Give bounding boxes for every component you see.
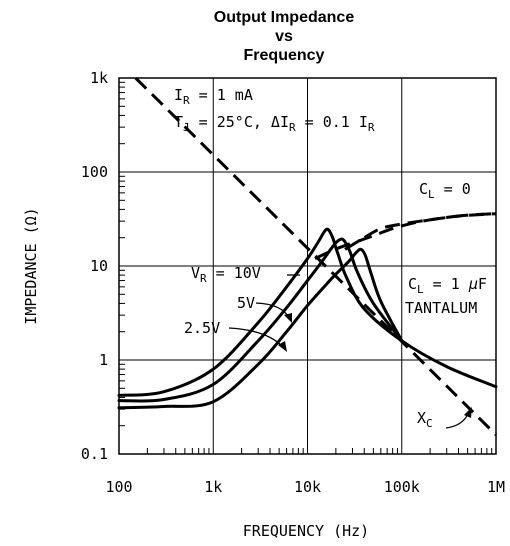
minor-ticks — [119, 81, 493, 454]
arrow-xc — [464, 407, 472, 418]
label-5v: 5V — [237, 294, 255, 312]
label-xc: XC — [417, 409, 433, 430]
arrow-5v — [284, 313, 292, 323]
leader-xc — [445, 413, 469, 429]
y-tick-label-0: 0.1 — [81, 445, 108, 463]
y-tick-label-4: 1k — [90, 69, 108, 87]
x-axis-label: FREQUENCY (Hz) — [243, 522, 369, 540]
condition-temperature: TJ = 25°C, ΔIR = 0.1 IR — [174, 113, 375, 134]
x-tick-label-4: 1M — [487, 478, 505, 496]
chart-title-line1: Output Impedance — [214, 9, 355, 26]
series-line-x-c — [134, 76, 498, 436]
y-tick-label-1: 1 — [99, 351, 108, 369]
series-lines — [117, 76, 498, 436]
label-tantalum: TANTALUM — [405, 299, 477, 317]
series-line-v-r-2-5v — [117, 247, 404, 410]
arrow-2-5v — [278, 341, 287, 352]
series-line-v-r-10v — [117, 227, 498, 397]
x-tick-labels: 100 1k 10k 100k 1M — [105, 478, 505, 496]
label-cl-0: CL = 0 — [419, 180, 471, 201]
series-line-c-l-1-f-tantalum — [314, 212, 497, 260]
label-vr-10v: VR = 10V — [191, 264, 261, 285]
y-tick-labels: 0.1 1 10 100 1k — [81, 69, 108, 463]
label-cl-1uf: CL = 1 µF — [408, 275, 487, 296]
plot-frame — [118, 77, 497, 455]
chart-title-line3: Frequency — [244, 47, 325, 64]
series-line-c-l-0 — [344, 212, 497, 251]
leader-2-5v — [228, 327, 283, 347]
y-tick-label-3: 100 — [81, 163, 108, 181]
x-tick-label-2: 10k — [294, 478, 321, 496]
y-tick-label-2: 10 — [90, 257, 108, 275]
label-2-5v: 2.5V — [184, 319, 220, 337]
chart-title-line2: vs — [275, 28, 293, 45]
condition-current: IR = 1 mA — [174, 86, 253, 107]
y-axis-label: IMPEDANCE (Ω) — [22, 207, 40, 324]
x-tick-label-3: 100k — [384, 478, 420, 496]
x-tick-label-0: 100 — [105, 478, 132, 496]
x-tick-label-1: 1k — [204, 478, 222, 496]
